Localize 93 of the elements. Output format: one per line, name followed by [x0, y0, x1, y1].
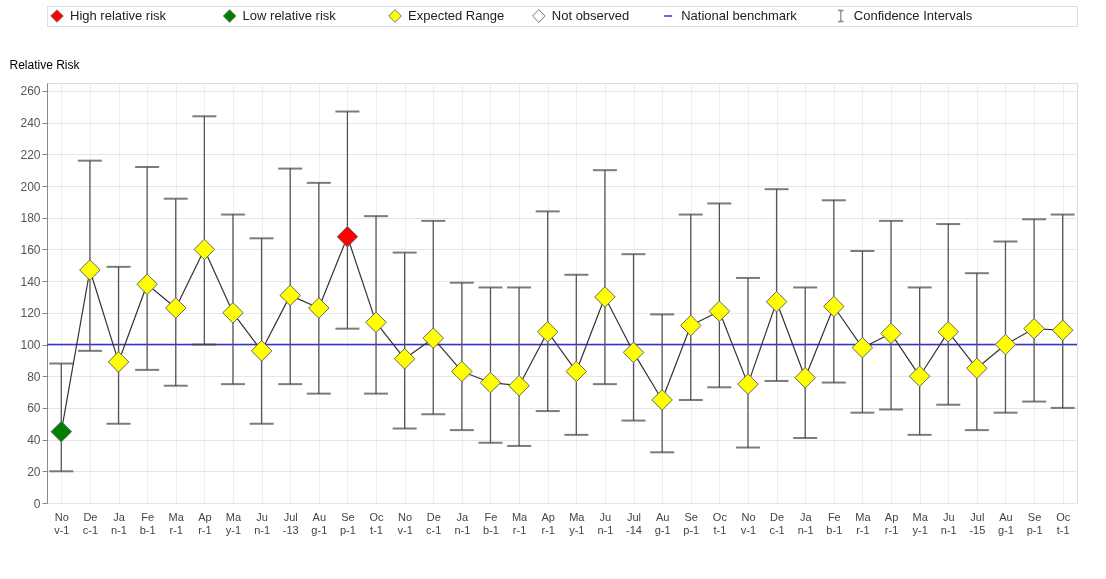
y-tick-label: 20 — [27, 464, 41, 479]
x-tick-label: Ap r-1 — [198, 510, 212, 536]
y-tick-label: 40 — [27, 433, 41, 448]
legend-label: Low relative risk — [242, 8, 337, 23]
y-tick-label: 80 — [27, 369, 41, 384]
point — [937, 321, 959, 343]
x-tick-label: Oc t-1 — [1056, 510, 1071, 536]
x-tick-label: Se p-1 — [683, 510, 700, 536]
text: Confidence Intervals — [853, 8, 973, 23]
x-tick-label: Fe b-1 — [483, 510, 499, 536]
point — [107, 351, 130, 373]
point — [193, 238, 216, 261]
x-tick-label: Au g-1 — [998, 510, 1014, 536]
x-tick-label: Fe b-1 — [139, 510, 156, 536]
point — [851, 336, 874, 359]
x-tick-label: Se p-1 — [1026, 510, 1043, 536]
x-tick-label: Ma y-1 — [225, 510, 242, 536]
y-tick-label: 180 — [20, 211, 41, 226]
point — [165, 297, 187, 319]
x-tick-label: Ju n-1 — [597, 510, 614, 536]
x-tick-label: Ju n-1 — [940, 510, 957, 536]
point — [365, 311, 387, 334]
point — [279, 284, 301, 307]
x-tick-label: Ma y-1 — [912, 510, 929, 536]
point — [222, 302, 244, 324]
point — [308, 297, 330, 319]
point — [765, 290, 788, 313]
x-tick-label: Ma r-1 — [168, 510, 185, 536]
point — [50, 420, 73, 443]
y-tick-label: 260 — [20, 84, 41, 99]
x-tick-label: No v-1 — [740, 510, 757, 536]
point — [393, 348, 416, 370]
point — [594, 286, 616, 308]
point — [1023, 317, 1045, 340]
point — [1051, 319, 1074, 341]
point — [451, 360, 473, 383]
point — [508, 374, 530, 397]
point — [966, 357, 988, 380]
point — [708, 300, 731, 322]
x-tick-label: No v-1 — [54, 510, 70, 536]
x-tick-label: De c-1 — [426, 510, 442, 536]
x-tick-label: Ma r-1 — [855, 510, 872, 536]
x-tick-label: Jul -15 — [969, 510, 986, 536]
point — [136, 273, 158, 296]
y-tick-label: 140 — [20, 274, 41, 289]
x-tick-label: Jul -13 — [282, 510, 299, 536]
x-tick-label: Ja n-1 — [111, 510, 127, 536]
point — [880, 322, 902, 345]
point — [994, 333, 1017, 356]
y-tick-label: 100 — [20, 338, 41, 353]
y-axis-title: Relative Risk — [9, 57, 81, 72]
point — [250, 340, 273, 362]
x-tick-label: De c-1 — [82, 510, 99, 536]
x-tick-label: Ja n-1 — [454, 510, 471, 536]
point — [79, 259, 101, 281]
point — [794, 367, 816, 389]
point — [565, 360, 588, 383]
point — [536, 321, 559, 343]
y-tick-label: 200 — [20, 179, 41, 194]
point — [737, 373, 759, 395]
x-tick-label: Ma y-1 — [569, 510, 586, 536]
y-tick-label: 0 — [33, 496, 41, 511]
y-tick-label: 120 — [20, 306, 41, 321]
legend-label: High relative risk — [70, 8, 167, 23]
point — [336, 225, 359, 248]
y-tick-label: 60 — [27, 401, 41, 416]
x-tick-label: Ap r-1 — [884, 510, 899, 536]
x-tick-label: Au g-1 — [311, 510, 328, 536]
point — [422, 327, 444, 349]
x-tick-label: Fe b-1 — [826, 510, 843, 536]
x-tick-label: Ju n-1 — [254, 510, 271, 536]
x-tick-label: Oc t-1 — [369, 510, 385, 536]
legend-label: Not observed — [551, 8, 630, 23]
legend-label: Expected Range — [408, 8, 505, 23]
point — [680, 314, 702, 337]
x-tick-label: Oc t-1 — [712, 510, 728, 536]
y-tick-label: 220 — [20, 147, 41, 162]
x-tick-label: Se p-1 — [339, 510, 356, 536]
legend-label: National benchmark — [681, 8, 798, 23]
point — [823, 295, 845, 318]
point — [622, 341, 645, 364]
x-tick-label: No v-1 — [397, 510, 413, 536]
x-tick-label: Au g-1 — [654, 510, 671, 536]
y-tick-label: 240 — [20, 116, 41, 131]
x-tick-label: Jul -14 — [626, 510, 642, 536]
x-tick-label: Ja n-1 — [797, 510, 814, 536]
point — [908, 365, 931, 387]
y-tick-label: 160 — [20, 242, 41, 257]
x-tick-label: De c-1 — [769, 510, 785, 536]
point — [479, 371, 502, 394]
point — [651, 389, 673, 411]
x-tick-label: Ap r-1 — [541, 510, 555, 536]
x-tick-label: Ma r-1 — [511, 510, 529, 536]
